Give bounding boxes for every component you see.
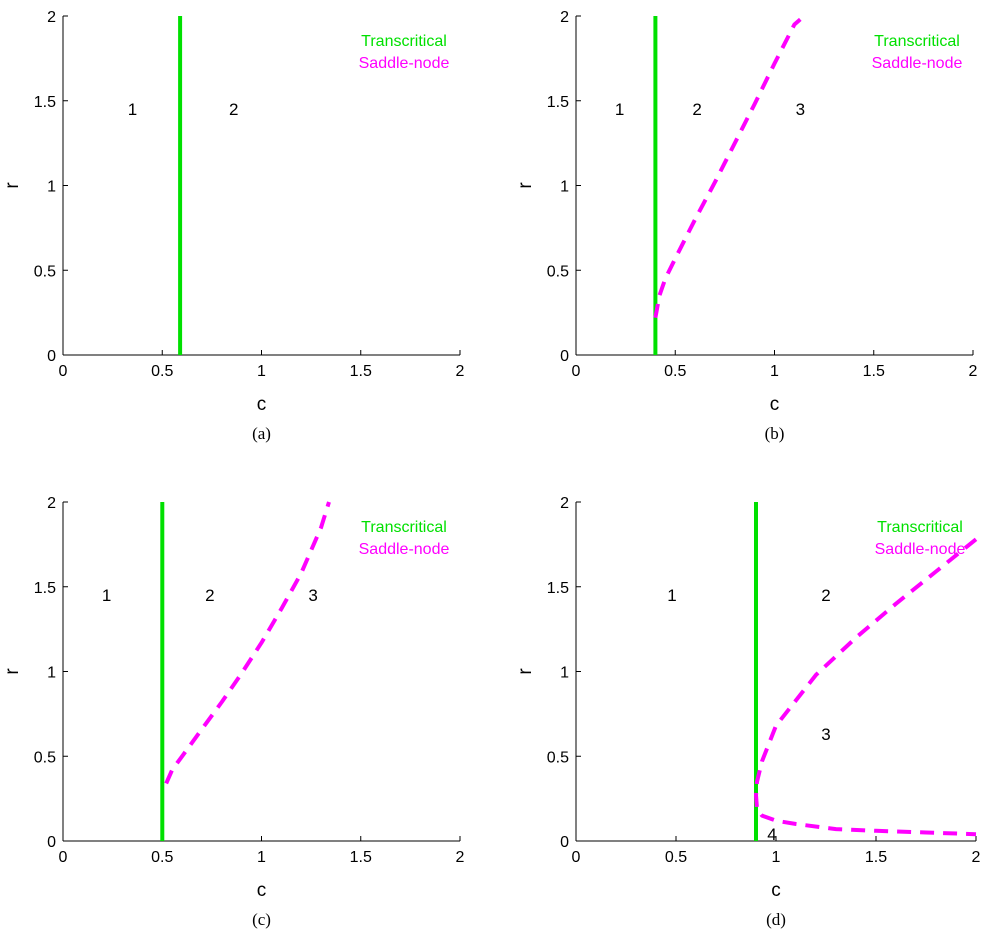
x-tick-label: 2 (969, 363, 978, 380)
region-label: 4 (767, 825, 776, 844)
y-tick-label: 2 (560, 495, 569, 512)
x-tick-label: 2 (456, 363, 465, 380)
y-tick-label: 1.5 (547, 94, 569, 111)
y-tick-label: 1 (47, 179, 56, 196)
subplot-b: 0 0.5 1 1.5 2 0 0.5 1 1.5 2 c r 1 2 3 Transcritical Sadd… (515, 9, 978, 443)
x-tick-label: 1.5 (863, 363, 885, 380)
x-axis-label: c (257, 394, 267, 415)
y-axis-label: r (515, 182, 536, 189)
y-tick-label: 2 (560, 9, 569, 26)
x-tick-label: 0.5 (151, 849, 173, 866)
region-label: 2 (229, 100, 238, 119)
x-axis-label: c (771, 880, 781, 901)
legend-entry-saddle-node: Saddle-node (359, 55, 450, 72)
region-label: 1 (128, 100, 137, 119)
subplot-caption: (b) (765, 424, 785, 443)
y-tick-label: 0 (560, 834, 569, 851)
x-tick-label: 2 (456, 849, 465, 866)
region-label: 3 (796, 100, 805, 119)
region-label: 2 (821, 586, 830, 605)
y-tick-label: 1.5 (547, 580, 569, 597)
x-tick-label: 0.5 (665, 849, 687, 866)
region-label: 1 (615, 100, 624, 119)
subplot-caption: (c) (252, 910, 271, 929)
region-label: 1 (667, 586, 676, 605)
x-tick-label: 1 (257, 849, 266, 866)
region-label: 3 (821, 725, 830, 744)
legend-entry-transcritical: Transcritical (361, 519, 447, 536)
legend-entry-saddle-node: Saddle-node (875, 541, 966, 558)
x-tick-label: 0.5 (151, 363, 173, 380)
saddle-node-curve (754, 537, 978, 837)
subplot-c: 0 0.5 1 1.5 2 0 0.5 1 1.5 2 c r 1 2 3 Transcritical Sadd… (2, 495, 465, 929)
x-tick-label: 0.5 (664, 363, 686, 380)
y-tick-label: 0.5 (34, 263, 56, 280)
y-tick-label: 0 (47, 834, 56, 851)
x-tick-label: 0 (59, 849, 68, 866)
region-label: 2 (692, 100, 701, 119)
region-label: 1 (102, 586, 111, 605)
y-tick-label: 2 (47, 495, 56, 512)
y-tick-label: 1 (560, 179, 569, 196)
y-axis-label: r (2, 668, 23, 675)
legend-entry-saddle-node: Saddle-node (872, 55, 963, 72)
x-axis-label: c (770, 394, 780, 415)
y-axis-label: r (2, 182, 23, 189)
x-tick-label: 1 (257, 363, 266, 380)
region-label: 2 (205, 586, 214, 605)
x-tick-label: 0 (572, 363, 581, 380)
subplot-caption: (a) (252, 424, 271, 443)
region-label: 3 (308, 586, 317, 605)
y-tick-label: 0.5 (547, 263, 569, 280)
x-tick-label: 0 (572, 849, 581, 866)
x-tick-label: 1 (770, 363, 779, 380)
legend-entry-saddle-node: Saddle-node (359, 541, 450, 558)
x-tick-label: 0 (59, 363, 68, 380)
y-tick-label: 0.5 (547, 749, 569, 766)
legend-entry-transcritical: Transcritical (874, 33, 960, 50)
legend-entry-transcritical: Transcritical (361, 33, 447, 50)
x-tick-label: 2 (972, 849, 981, 866)
y-tick-label: 0.5 (34, 749, 56, 766)
y-tick-label: 0 (560, 348, 569, 365)
x-tick-label: 1.5 (350, 849, 372, 866)
subplot-a: 0 0.5 1 1.5 2 0 0.5 1 1.5 2 c r 1 2 Transcritical Saddl… (2, 9, 465, 443)
x-tick-label: 1 (772, 849, 781, 866)
y-tick-label: 0 (47, 348, 56, 365)
y-tick-label: 2 (47, 9, 56, 26)
y-tick-label: 1 (47, 665, 56, 682)
saddle-node-curve (164, 501, 331, 785)
subplot-caption: (d) (766, 910, 786, 929)
x-axis-label: c (257, 880, 267, 901)
legend-entry-transcritical: Transcritical (877, 519, 963, 536)
y-tick-label: 1.5 (34, 94, 56, 111)
x-tick-label: 1.5 (350, 363, 372, 380)
x-tick-label: 1.5 (865, 849, 887, 866)
subplot-d: 0 0.5 1 1.5 2 0 0.5 1 1.5 2 c r 1 2 3 4 Transcritical Sad… (515, 495, 981, 929)
y-tick-label: 1 (560, 665, 569, 682)
y-axis-label: r (515, 668, 536, 675)
saddle-node-curve (653, 17, 802, 319)
y-tick-label: 1.5 (34, 580, 56, 597)
